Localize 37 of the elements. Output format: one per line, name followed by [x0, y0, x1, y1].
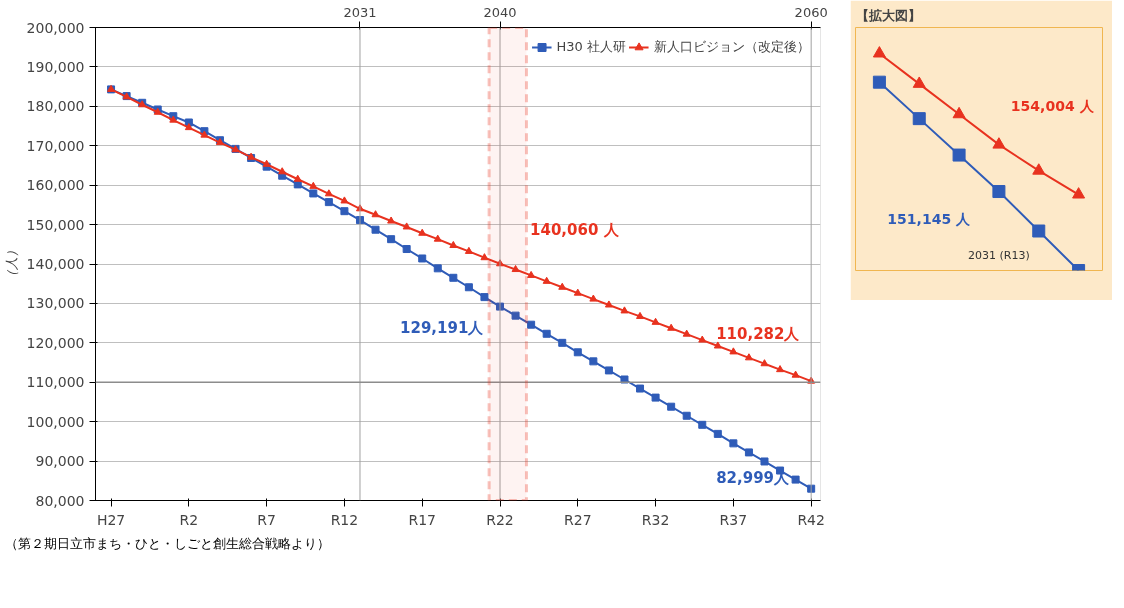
y-tick-label: 90,000: [35, 453, 85, 470]
annotation: 110,282人: [716, 325, 801, 344]
y-tick-label: 200,000: [26, 19, 85, 36]
x-tick-label: R22: [486, 511, 514, 528]
x-tick-label: R17: [408, 511, 436, 528]
x-tick-label: R42: [797, 511, 825, 528]
annotation: 140,060 人: [530, 220, 620, 239]
y-tick-label: 180,000: [26, 98, 85, 115]
x-tick-label: R27: [564, 511, 592, 528]
x2-tick-label: 2060: [794, 4, 828, 20]
y-tick-label: 80,000: [35, 492, 85, 509]
y-tick-label: 120,000: [26, 334, 85, 351]
x-tick-label: R2: [179, 511, 199, 528]
x-tick-label: R32: [641, 511, 670, 528]
legend-label: 新人口ビジョン（改定後）: [654, 38, 810, 56]
y-axis-title: （人）: [3, 244, 19, 284]
annotation: 151,145 人: [887, 211, 972, 228]
chart-title: 【拡大図】: [855, 7, 921, 23]
y-tick-label: 100,000: [26, 413, 85, 430]
legend-label: H30 社人研: [556, 38, 626, 56]
x-tick-label: H27: [96, 511, 126, 528]
x2-tick-label: 2031: [343, 4, 377, 20]
annotation: 2031 (R13): [968, 248, 1030, 262]
y-tick-label: 190,000: [26, 58, 85, 75]
y-tick-label: 110,000: [26, 374, 85, 391]
y-tick-label: 150,000: [26, 216, 85, 233]
x-tick-label: R37: [719, 511, 748, 528]
x2-tick-label: 2040: [483, 4, 517, 20]
y-tick-label: 170,000: [26, 137, 85, 154]
y-tick-label: 140,000: [26, 256, 85, 272]
x-tick-label: R12: [330, 511, 359, 528]
annotation: 129,191人: [400, 318, 485, 337]
y-tick-label: 160,000: [26, 177, 85, 194]
y-tick-label: 130,000: [26, 295, 85, 312]
annotation: 154,004 人: [1010, 98, 1095, 115]
x-tick-label: R7: [257, 511, 276, 528]
text: （第２期日立市まち・ひと・しごと創生総合戦略より）: [5, 535, 330, 553]
